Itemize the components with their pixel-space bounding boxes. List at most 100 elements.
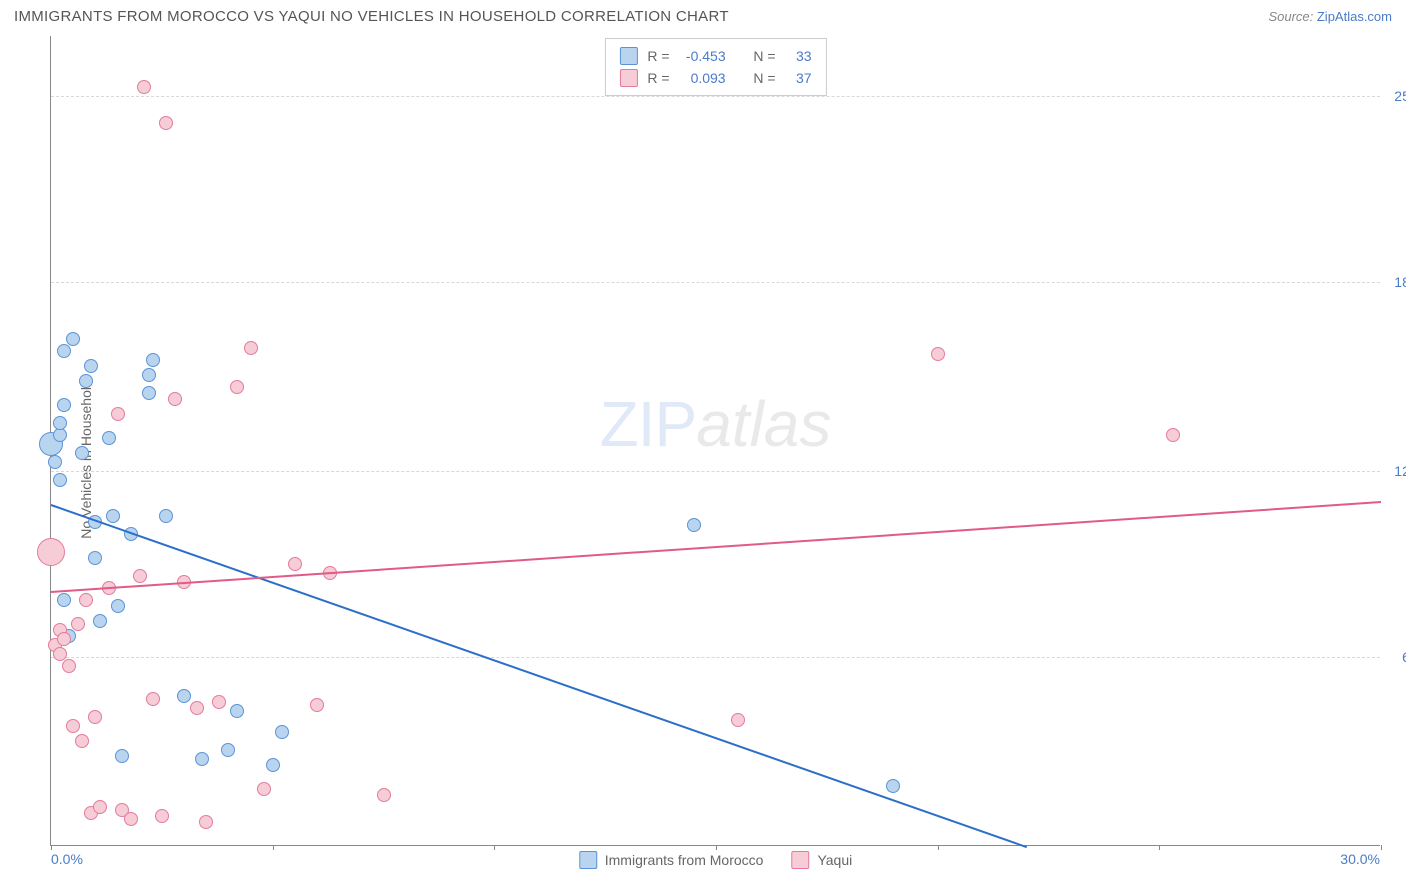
scatter-point <box>1166 428 1180 442</box>
swatch-series2 <box>619 69 637 87</box>
x-tick-min: 0.0% <box>51 851 83 867</box>
scatter-point <box>177 689 191 703</box>
scatter-point <box>155 809 169 823</box>
scatter-point <box>115 749 129 763</box>
scatter-point <box>66 332 80 346</box>
y-tick-label: 18.8% <box>1384 274 1406 290</box>
plot-area: ZIPatlas R = -0.453 N = 33 R = 0.093 N =… <box>50 36 1380 846</box>
scatter-point <box>88 551 102 565</box>
r-label: R = <box>647 45 669 67</box>
legend-label-series2: Yaqui <box>817 852 852 868</box>
r-value-series2: 0.093 <box>680 67 726 89</box>
scatter-point <box>687 518 701 532</box>
source-prefix: Source: <box>1268 9 1316 24</box>
scatter-point <box>75 446 89 460</box>
chart-area: No Vehicles in Household ZIPatlas R = -0… <box>14 36 1392 882</box>
swatch-series1-icon <box>579 851 597 869</box>
r-label: R = <box>647 67 669 89</box>
scatter-point <box>62 659 76 673</box>
scatter-point <box>257 782 271 796</box>
scatter-point <box>731 713 745 727</box>
regression-line <box>51 504 1027 848</box>
scatter-point <box>111 407 125 421</box>
r-value-series1: -0.453 <box>680 45 726 67</box>
scatter-point <box>159 116 173 130</box>
scatter-point <box>244 341 258 355</box>
scatter-point <box>88 710 102 724</box>
scatter-point <box>93 614 107 628</box>
scatter-point <box>146 692 160 706</box>
scatter-point <box>142 368 156 382</box>
header: IMMIGRANTS FROM MOROCCO VS YAQUI NO VEHI… <box>0 0 1406 29</box>
y-tick-label: 12.5% <box>1384 463 1406 479</box>
scatter-point <box>53 428 67 442</box>
scatter-point <box>57 632 71 646</box>
chart-title: IMMIGRANTS FROM MOROCCO VS YAQUI NO VEHI… <box>14 8 729 25</box>
n-label: N = <box>753 67 775 89</box>
stats-row-series2: R = 0.093 N = 37 <box>619 67 811 89</box>
swatch-series2-icon <box>791 851 809 869</box>
legend-item-series2: Yaqui <box>791 851 852 869</box>
scatter-point <box>266 758 280 772</box>
scatter-point <box>48 455 62 469</box>
scatter-point <box>310 698 324 712</box>
scatter-point <box>71 617 85 631</box>
scatter-point <box>230 380 244 394</box>
scatter-point <box>75 734 89 748</box>
n-value-series2: 37 <box>786 67 812 89</box>
scatter-point <box>159 509 173 523</box>
watermark-zip: ZIP <box>600 388 697 460</box>
scatter-point <box>199 815 213 829</box>
scatter-point <box>195 752 209 766</box>
scatter-point <box>102 431 116 445</box>
scatter-point <box>53 473 67 487</box>
stats-legend-box: R = -0.453 N = 33 R = 0.093 N = 37 <box>604 38 826 96</box>
y-tick-label: 6.3% <box>1384 649 1406 665</box>
scatter-point <box>190 701 204 715</box>
regression-line <box>51 501 1381 593</box>
x-tick-mark <box>494 845 495 850</box>
gridline <box>51 282 1380 283</box>
legend-item-series1: Immigrants from Morocco <box>579 851 764 869</box>
scatter-point <box>931 347 945 361</box>
scatter-point <box>137 80 151 94</box>
scatter-point <box>275 725 289 739</box>
n-value-series1: 33 <box>786 45 812 67</box>
scatter-point <box>57 344 71 358</box>
swatch-series1 <box>619 47 637 65</box>
scatter-point <box>168 392 182 406</box>
gridline <box>51 657 1380 658</box>
x-tick-mark <box>273 845 274 850</box>
x-tick-mark <box>1381 845 1382 850</box>
x-tick-max: 30.0% <box>1340 851 1380 867</box>
gridline <box>51 471 1380 472</box>
scatter-point <box>79 593 93 607</box>
x-tick-mark <box>51 845 52 850</box>
scatter-point <box>146 353 160 367</box>
gridline <box>51 96 1380 97</box>
scatter-point <box>288 557 302 571</box>
scatter-point <box>57 593 71 607</box>
scatter-point <box>142 386 156 400</box>
scatter-point <box>212 695 226 709</box>
scatter-point <box>37 538 65 566</box>
source-attribution: Source: ZipAtlas.com <box>1268 9 1392 24</box>
x-tick-mark <box>938 845 939 850</box>
scatter-point <box>221 743 235 757</box>
n-label: N = <box>753 45 775 67</box>
watermark: ZIPatlas <box>600 387 832 461</box>
watermark-atlas: atlas <box>696 388 831 460</box>
x-tick-mark <box>1159 845 1160 850</box>
series-legend: Immigrants from Morocco Yaqui <box>579 851 852 869</box>
scatter-point <box>84 359 98 373</box>
legend-label-series1: Immigrants from Morocco <box>605 852 764 868</box>
scatter-point <box>230 704 244 718</box>
scatter-point <box>106 509 120 523</box>
scatter-point <box>79 374 93 388</box>
source-link[interactable]: ZipAtlas.com <box>1317 9 1392 24</box>
scatter-point <box>53 416 67 430</box>
stats-row-series1: R = -0.453 N = 33 <box>619 45 811 67</box>
scatter-point <box>93 800 107 814</box>
scatter-point <box>377 788 391 802</box>
y-tick-label: 25.0% <box>1384 88 1406 104</box>
